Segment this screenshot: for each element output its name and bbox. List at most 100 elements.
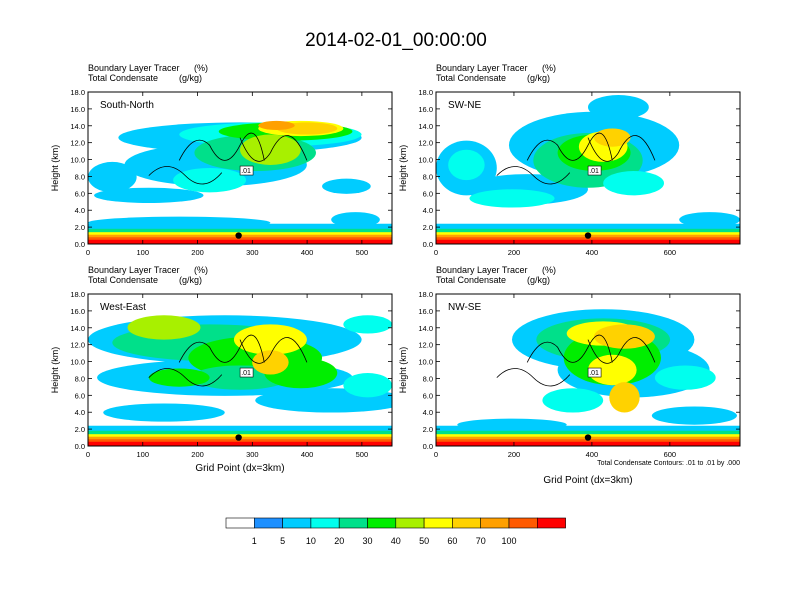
y-tick-label: 2.0 xyxy=(75,425,85,434)
contour-label-text: .01 xyxy=(589,168,599,175)
y-tick-label: 12.0 xyxy=(70,341,85,350)
y-axis-label: Height (km) xyxy=(398,347,408,394)
y-tick-label: 2.0 xyxy=(423,223,433,232)
y-tick-label: 8.0 xyxy=(75,172,85,181)
y-axis-label: Height (km) xyxy=(50,145,60,192)
contour-label-text: .01 xyxy=(241,168,251,175)
tracer-blob xyxy=(343,373,392,398)
x-tick-label: 200 xyxy=(508,248,521,257)
y-tick-label: 16.0 xyxy=(70,307,85,316)
panel-field: .01 xyxy=(436,92,740,244)
colorbar-swatch xyxy=(395,517,425,529)
tracer-unit: (%) xyxy=(542,63,556,73)
x-tick-label: 0 xyxy=(434,248,438,257)
condensate-label: Total Condensate xyxy=(88,275,158,285)
y-tick-label: 8.0 xyxy=(423,172,433,181)
contour-line xyxy=(496,368,571,387)
colorbar-label: 60 xyxy=(447,536,457,546)
colorbar-swatch xyxy=(310,517,340,529)
y-tick-label: 18.0 xyxy=(418,290,433,299)
tracer-blob xyxy=(588,354,637,386)
tracer-blob xyxy=(173,168,247,193)
colorbar-label: 1 xyxy=(252,536,257,546)
x-tick-label: 300 xyxy=(246,450,259,459)
tracer-blob xyxy=(542,388,604,413)
figure-title: 2014-02-01_00:00:00 xyxy=(305,30,487,51)
x-tick-label: 400 xyxy=(301,248,314,257)
y-tick-label: 16.0 xyxy=(418,105,433,114)
y-tick-label: 8.0 xyxy=(75,374,85,383)
y-tick-label: 12.0 xyxy=(418,139,433,148)
colorbar-swatch xyxy=(508,517,538,529)
tracer-blob xyxy=(252,350,289,375)
y-tick-label: 0.0 xyxy=(75,442,85,451)
x-tick-label: 300 xyxy=(246,248,259,257)
y-tick-label: 14.0 xyxy=(70,122,85,131)
tracer-blob xyxy=(322,178,371,194)
y-tick-label: 8.0 xyxy=(423,374,433,383)
colorbar-swatch xyxy=(338,517,368,529)
y-tick-label: 4.0 xyxy=(423,206,433,215)
colorbar-label: 30 xyxy=(362,536,372,546)
x-tick-label: 100 xyxy=(137,450,150,459)
condensate-label: Total Condensate xyxy=(436,73,506,83)
x-tick-label: 200 xyxy=(508,450,521,459)
colorbar-swatch xyxy=(452,517,481,529)
y-tick-label: 18.0 xyxy=(418,88,433,97)
tracer-blob xyxy=(127,315,201,340)
y-tick-label: 12.0 xyxy=(418,341,433,350)
condensate-unit: (g/kg) xyxy=(527,275,550,285)
x-tick-label: 400 xyxy=(586,248,599,257)
colorbar-label: 10 xyxy=(306,536,316,546)
tracer-unit: (%) xyxy=(542,265,556,275)
tracer-blob xyxy=(258,120,295,130)
contour-line xyxy=(178,132,265,161)
panel-west-east: .01 0.0 2.0 4.0 6.0 8.0 10.0 12.0 14.0 16.0 18.0 0 1… xyxy=(50,265,393,459)
contour-line xyxy=(239,135,308,162)
panel-nw-se: .01 0.0 2.0 4.0 6.0 8.0 10.0 12.0 14.0 16.0 18.0 0 2… xyxy=(398,265,741,459)
y-axis-label: Height (km) xyxy=(398,145,408,192)
y-tick-label: 10.0 xyxy=(418,358,433,367)
y-tick-label: 14.0 xyxy=(418,122,433,131)
boundary-layer-band xyxy=(436,239,740,244)
y-tick-label: 4.0 xyxy=(423,408,433,417)
tracer-blob xyxy=(448,149,485,181)
tracer-blob xyxy=(588,95,649,120)
colorbar-label: 40 xyxy=(391,536,401,546)
contour-label: .01 xyxy=(239,367,254,378)
contour-label-text: .01 xyxy=(241,370,251,377)
tracer-blob xyxy=(603,171,664,196)
x-tick-label: 200 xyxy=(191,248,204,257)
tracer-blob xyxy=(88,161,137,193)
tracer-blob xyxy=(609,382,640,413)
colorbar: 1 5 10 20 30 40 50 60 70 100 xyxy=(225,517,566,546)
x-tick-label: 500 xyxy=(356,450,369,459)
tracer-label: Boundary Layer Tracer xyxy=(436,265,528,275)
x-tick-label: 0 xyxy=(86,248,90,257)
tracer-blob xyxy=(240,134,301,165)
x-axis-label-left: Grid Point (dx=3km) xyxy=(195,463,284,474)
colorbar-swatch xyxy=(423,517,453,529)
panel-field: .01 xyxy=(88,92,392,244)
tracer-blob xyxy=(343,315,392,334)
colorbar-swatch xyxy=(225,517,255,529)
colorbar-swatch xyxy=(480,517,510,529)
y-tick-label: 12.0 xyxy=(70,139,85,148)
panel-sw-ne: .01 0.0 2.0 4.0 6.0 8.0 10.0 12.0 14.0 16.0 18.0 0 2… xyxy=(398,63,741,257)
y-tick-label: 6.0 xyxy=(75,189,85,198)
tracer-blob xyxy=(331,212,380,228)
panel-name: SW-NE xyxy=(448,100,481,111)
tracer-blob xyxy=(654,365,716,390)
x-tick-label: 400 xyxy=(301,450,314,459)
y-tick-label: 0.0 xyxy=(423,240,433,249)
y-tick-label: 0.0 xyxy=(75,240,85,249)
contour-label-text: .01 xyxy=(589,370,599,377)
tracer-blob xyxy=(103,403,225,422)
y-tick-label: 2.0 xyxy=(423,425,433,434)
boundary-layer-band xyxy=(88,239,392,244)
tracer-unit: (%) xyxy=(194,265,208,275)
contour-line xyxy=(496,166,571,185)
tracer-blob xyxy=(148,368,210,387)
